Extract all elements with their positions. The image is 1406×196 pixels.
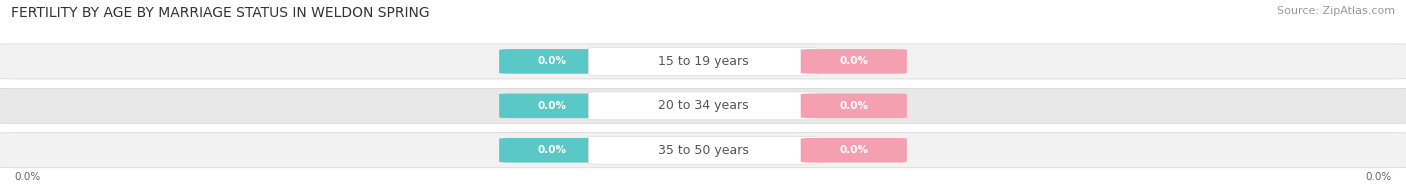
Text: 15 to 19 years: 15 to 19 years xyxy=(658,55,748,68)
Text: 0.0%: 0.0% xyxy=(839,56,869,66)
Text: 35 to 50 years: 35 to 50 years xyxy=(658,144,748,157)
Text: 0.0%: 0.0% xyxy=(1365,172,1392,182)
FancyBboxPatch shape xyxy=(589,136,818,164)
FancyBboxPatch shape xyxy=(499,138,606,162)
FancyBboxPatch shape xyxy=(499,49,606,74)
Text: 0.0%: 0.0% xyxy=(839,101,869,111)
FancyBboxPatch shape xyxy=(0,88,1406,123)
Text: 0.0%: 0.0% xyxy=(839,145,869,155)
Text: 0.0%: 0.0% xyxy=(537,101,567,111)
FancyBboxPatch shape xyxy=(0,133,1406,168)
FancyBboxPatch shape xyxy=(589,92,818,120)
Text: 0.0%: 0.0% xyxy=(537,145,567,155)
Text: 0.0%: 0.0% xyxy=(14,172,41,182)
FancyBboxPatch shape xyxy=(499,93,606,118)
FancyBboxPatch shape xyxy=(589,47,818,75)
Text: 0.0%: 0.0% xyxy=(537,56,567,66)
Text: Source: ZipAtlas.com: Source: ZipAtlas.com xyxy=(1277,6,1395,16)
Text: FERTILITY BY AGE BY MARRIAGE STATUS IN WELDON SPRING: FERTILITY BY AGE BY MARRIAGE STATUS IN W… xyxy=(11,6,430,20)
FancyBboxPatch shape xyxy=(801,138,907,162)
Text: 20 to 34 years: 20 to 34 years xyxy=(658,99,748,112)
FancyBboxPatch shape xyxy=(0,44,1406,79)
FancyBboxPatch shape xyxy=(801,49,907,74)
FancyBboxPatch shape xyxy=(801,93,907,118)
